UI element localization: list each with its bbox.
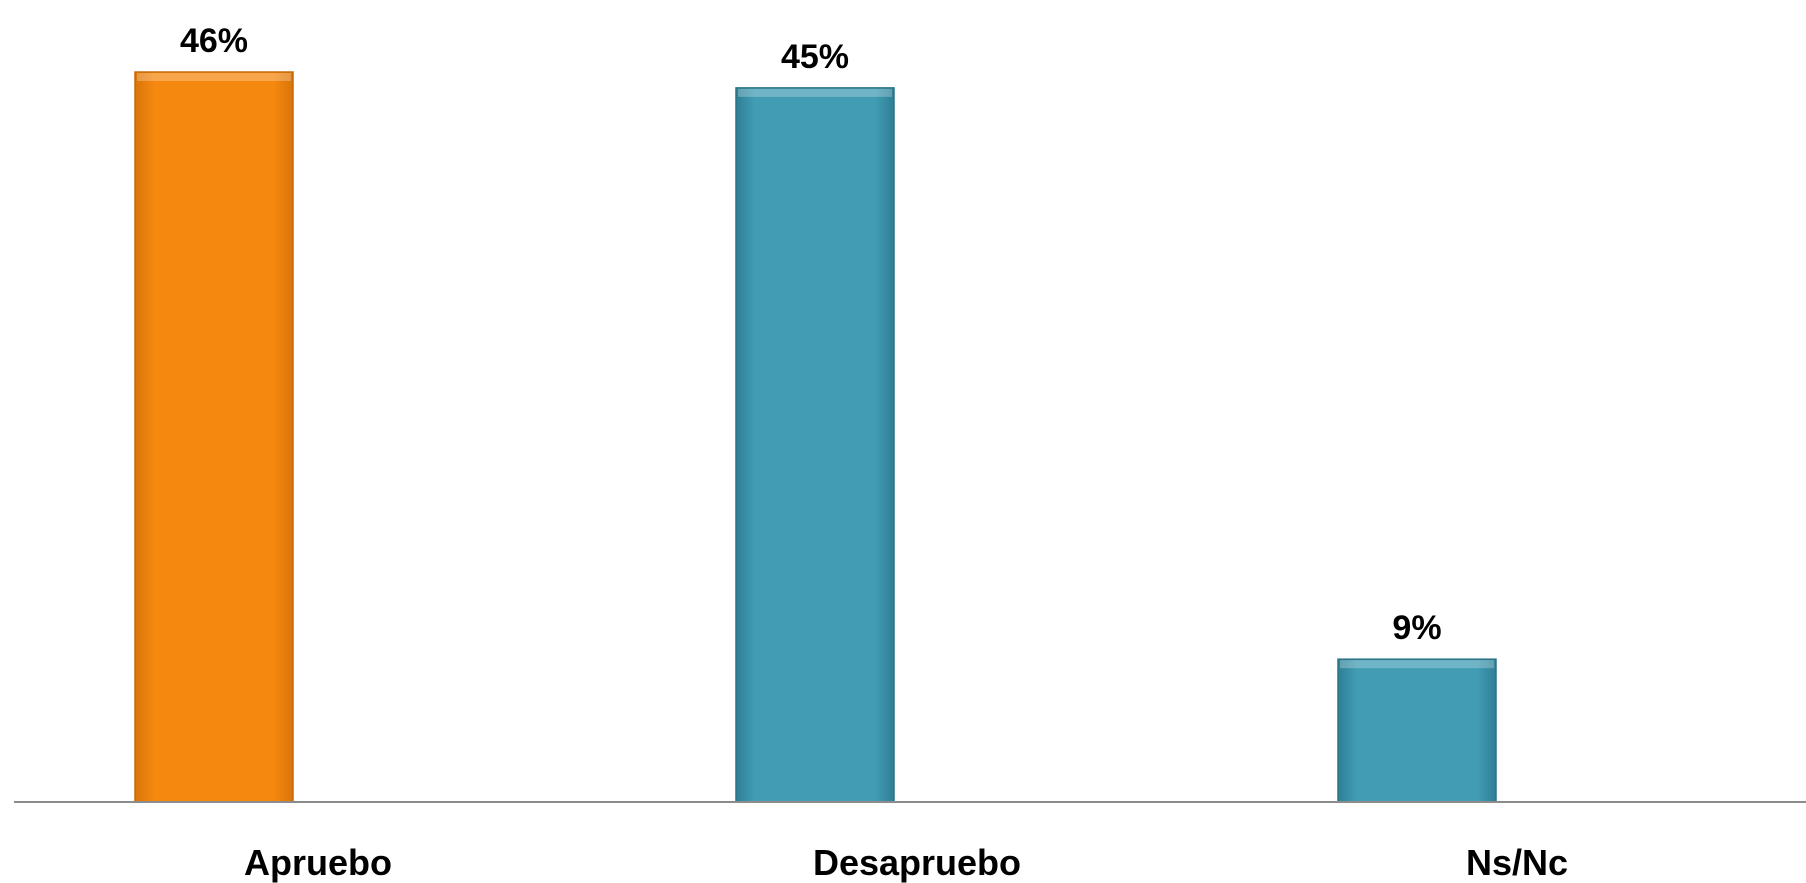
data-label: 45% <box>781 38 849 76</box>
category-label: Ns/Nc <box>1466 842 1568 883</box>
bars-group <box>134 71 1497 803</box>
labels-group: 46% Apruebo 45% Desapruebo 9% Ns/Nc <box>180 22 1568 883</box>
bar-ns-nc <box>1337 658 1497 803</box>
bar-bevel <box>137 73 291 81</box>
bar-desapruebo <box>735 87 895 803</box>
data-label: 9% <box>1392 609 1441 647</box>
bar-bevel <box>1340 660 1494 669</box>
category-label: Desapruebo <box>813 842 1021 883</box>
bar-apruebo <box>134 71 294 803</box>
bar-bevel <box>738 88 892 97</box>
data-label: 46% <box>180 22 248 60</box>
category-label: Apruebo <box>244 842 392 883</box>
